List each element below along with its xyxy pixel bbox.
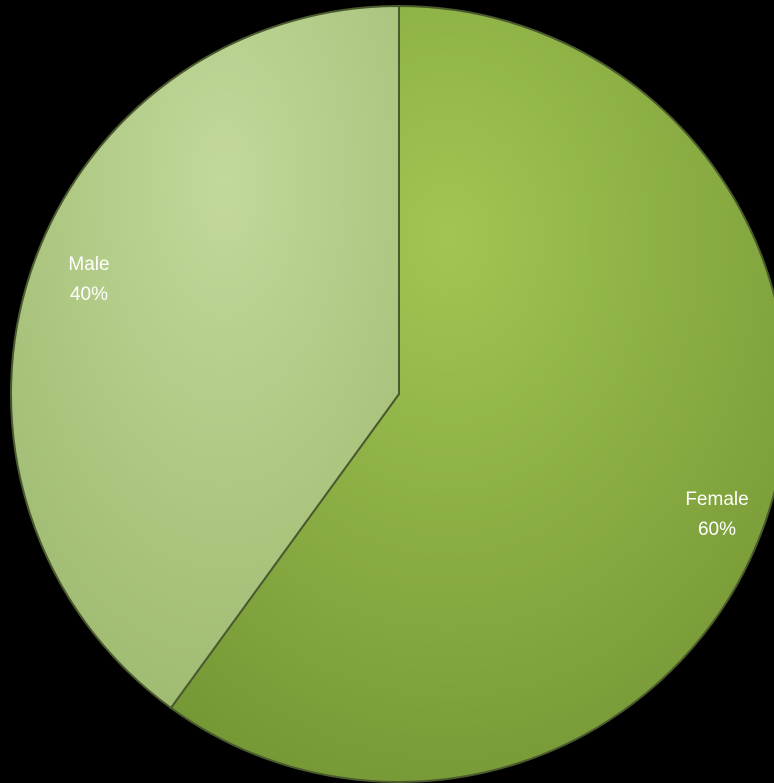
pie-slice-male xyxy=(10,4,400,710)
slice-label-male: Male 40% xyxy=(68,254,109,305)
pie-slice-female xyxy=(169,4,774,783)
pie-slices xyxy=(10,4,774,783)
pie-labels: Female 60% Male 40% xyxy=(68,254,748,540)
slice-value-label: 60% xyxy=(698,519,736,540)
slice-label-female: Female 60% xyxy=(685,489,748,540)
slice-value-label: 40% xyxy=(70,284,108,305)
slice-category-label: Male xyxy=(68,254,109,275)
slice-category-label: Female xyxy=(685,489,748,510)
